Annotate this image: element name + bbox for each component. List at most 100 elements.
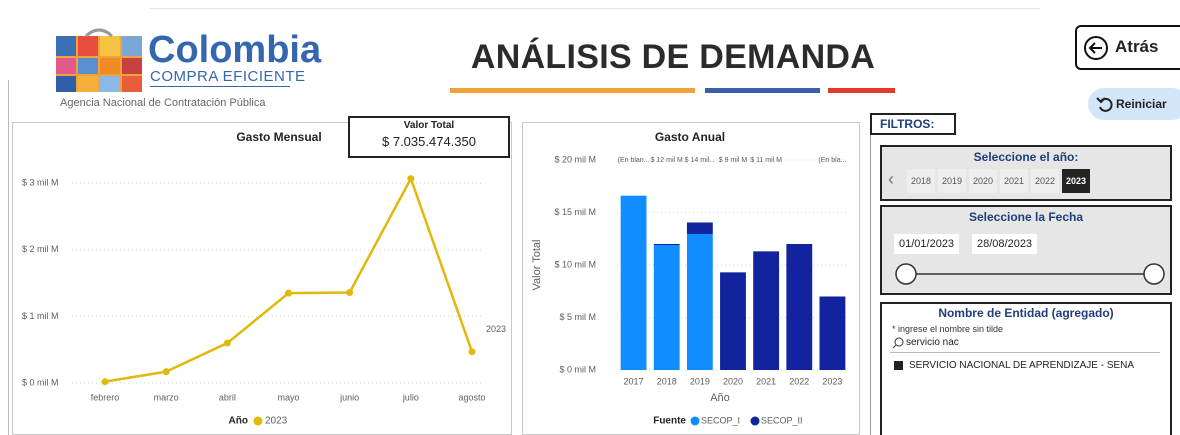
- total-label: $ 14 mil...: [685, 157, 715, 164]
- entity-checkbox[interactable]: [894, 360, 903, 370]
- chart-title: Gasto Mensual: [236, 130, 321, 144]
- year-options: 2018 2019 2020 2021 2022 2023: [907, 169, 1093, 193]
- entity-search[interactable]: servicio nac: [906, 337, 959, 348]
- bar-segment: [653, 244, 680, 246]
- legend-swatch: [690, 416, 700, 426]
- x-tick-label: 2017: [624, 376, 644, 386]
- point: [468, 348, 476, 356]
- x-tick-label: abril: [219, 392, 236, 402]
- bar-segment: [620, 195, 647, 370]
- entity-item[interactable]: SERVICIO NACIONAL DE APRENDIZAJE - SENA: [894, 358, 1164, 372]
- series-end-label: 2023: [486, 324, 506, 334]
- y-tick-label: $ 0 mil M: [22, 377, 59, 387]
- title-bar-blue: [705, 88, 820, 93]
- y-tick-label: $ 15 mil M: [554, 207, 596, 217]
- x-tick-label: febrero: [91, 392, 120, 402]
- x-tick-label: 2023: [822, 376, 842, 386]
- bar-segment: [686, 234, 713, 370]
- date-start[interactable]: 01/01/2023: [894, 234, 960, 254]
- y-tick-label: $ 1 mil M: [22, 311, 59, 321]
- legend-title: Fuente: [653, 416, 686, 427]
- kpi-value: $ 7.035.474.350: [382, 134, 476, 149]
- agency: Agencia Nacional de Contratación Pública: [60, 97, 266, 109]
- date-end[interactable]: 28/08/2023: [972, 234, 1038, 254]
- logo-subtitle: COMPRA EFICIENTE: [150, 68, 306, 85]
- year-slicer: Seleccione el año: ‹ 2018 2019 2020 2021 202…: [880, 145, 1172, 201]
- monthly-chart: Gasto Mensual $ 0 mil M $ 1 mil M $ 2 mil M…: [22, 130, 506, 427]
- y-tick-label: $ 2 mil M: [22, 244, 59, 254]
- y-tick-label: $ 10 mil M: [554, 259, 596, 269]
- logo-name: Colombia: [148, 29, 322, 71]
- total-label: (En bla...: [818, 157, 846, 164]
- x-tick-label: junio: [339, 392, 359, 402]
- total-label: (En blan...: [618, 157, 650, 164]
- reset-button[interactable]: Reiniciar: [1088, 88, 1180, 120]
- kpi-label: Valor Total: [403, 120, 455, 131]
- search-icon: [892, 337, 904, 349]
- year-prev[interactable]: ‹: [888, 169, 894, 189]
- entity-list: SERVICIO NACIONAL DE APRENDIZAJE - SENA: [894, 358, 1164, 372]
- back-button[interactable]: Atrás: [1075, 25, 1180, 70]
- year-option[interactable]: 2018: [907, 169, 935, 193]
- year-option[interactable]: 2020: [969, 169, 997, 193]
- point: [346, 288, 354, 296]
- legend-swatch: [750, 416, 760, 426]
- top-rule: [150, 8, 1040, 9]
- entity-hint: * ingrese el nombre sin tilde: [892, 324, 1004, 334]
- x-tick-label: 2020: [723, 376, 743, 386]
- bar-segment: [786, 244, 813, 370]
- point: [407, 175, 415, 183]
- logo-rule: [150, 86, 290, 87]
- entity-label: SERVICIO NACIONAL DE APRENDIZAJE - SENA: [909, 359, 1135, 371]
- year-label: Seleccione el año:: [973, 150, 1079, 164]
- point: [223, 339, 231, 347]
- entity-label: Nombre de Entidad (agregado): [938, 306, 1114, 320]
- reset-icon: [1096, 97, 1113, 112]
- date-range-slider: [895, 263, 1165, 285]
- bar-segment: [720, 272, 746, 370]
- back-label: Atrás: [1115, 37, 1159, 56]
- y-tick-label: $ 20 mil M: [554, 154, 596, 164]
- point: [285, 289, 292, 297]
- entity-slicer: Nombre de Entidad (agregado) * ingrese e…: [880, 302, 1172, 435]
- slider-handle-start[interactable]: [895, 263, 917, 285]
- x-tick-label: 2021: [756, 376, 776, 386]
- x-tick-label: marzo: [154, 392, 179, 402]
- filters-title: FILTROS:: [870, 113, 956, 135]
- series-line: [104, 175, 474, 383]
- point: [162, 368, 170, 376]
- bar-segment: [753, 251, 780, 370]
- bar-segment: [686, 222, 713, 235]
- logo-mosaic: [56, 28, 142, 92]
- x-tick-label: agosto: [458, 392, 485, 402]
- legend-title: Año: [229, 416, 248, 427]
- search-rule: [890, 352, 1160, 353]
- bar-segment: [819, 296, 846, 370]
- x-tick-label: 2018: [657, 376, 677, 386]
- date-label: Seleccione la Fecha: [968, 210, 1084, 224]
- title-bar-orange: [450, 88, 695, 93]
- y-tick-label: $ 0 mil M: [559, 364, 596, 374]
- y-tick-label: $ 3 mil M: [22, 178, 59, 188]
- date-slicer: Seleccione la Fecha 01/01/2023 28/08/202…: [880, 205, 1172, 295]
- x-tick-label: 2022: [789, 376, 809, 386]
- x-tick-label: mayo: [277, 392, 299, 402]
- x-tick-label: 2019: [690, 376, 710, 386]
- back-icon: [1084, 36, 1108, 60]
- x-tick-label: julio: [402, 392, 419, 402]
- year-option[interactable]: 2022: [1031, 169, 1059, 193]
- year-option[interactable]: 2021: [1000, 169, 1028, 193]
- slider-handle-end[interactable]: [1143, 263, 1165, 285]
- annual-chart: Gasto Anual $ 0 mil M $ 5 mil M $ 10 mil M $…: [531, 130, 849, 427]
- y-tick-label: $ 5 mil M: [559, 312, 596, 322]
- total-label: $ 11 mil M: [750, 157, 782, 164]
- chart-title: Gasto Anual: [655, 130, 725, 144]
- year-option[interactable]: 2023: [1062, 169, 1090, 193]
- reset-label: Reiniciar: [1116, 97, 1167, 111]
- bar-segment: [653, 245, 680, 370]
- title-bar-red: [828, 88, 895, 93]
- y-axis-label: Valor Total: [531, 240, 543, 291]
- x-axis-label: Año: [710, 392, 730, 404]
- year-option[interactable]: 2019: [938, 169, 966, 193]
- legend-label: SECOP_I: [701, 415, 740, 425]
